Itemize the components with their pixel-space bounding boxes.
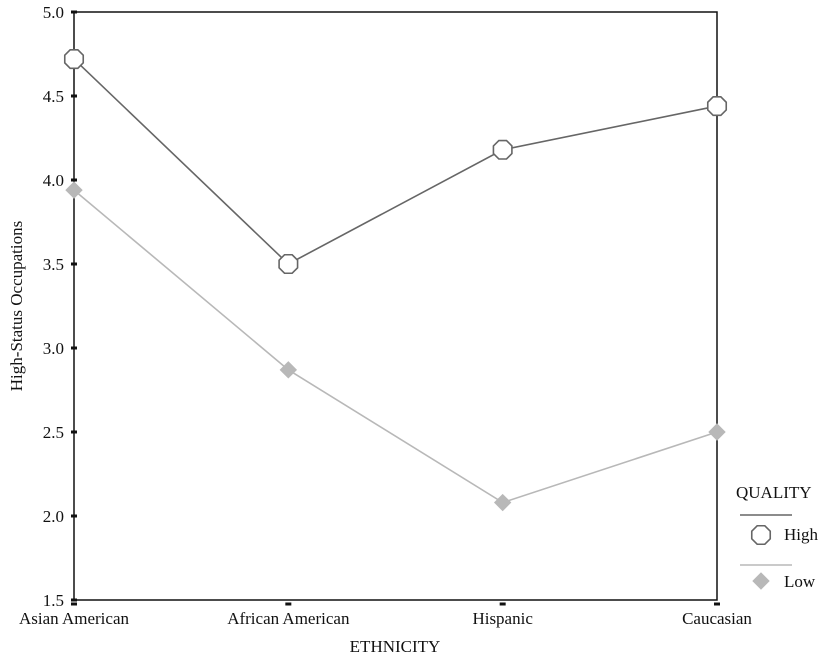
data-point-high (706, 96, 728, 117)
legend: QUALITY High Low (736, 483, 819, 591)
data-point-low (279, 361, 298, 379)
y-axis-title: High-Status Occupations (7, 221, 26, 391)
plot-frame (73, 11, 718, 601)
data-point-low (708, 423, 726, 441)
series-layer (63, 48, 728, 512)
data-point-low (493, 493, 512, 512)
legend-marker-low (752, 572, 770, 590)
legend-octagon-icon (750, 524, 772, 546)
y-tick-label: 3.5 (43, 255, 64, 274)
y-tick-label: 1.5 (43, 591, 64, 610)
legend-diamond-icon (752, 572, 770, 590)
data-point-high (63, 48, 85, 70)
x-tick-label: Caucasian (682, 609, 752, 628)
x-tick-label: Asian American (19, 609, 129, 628)
legend-label-high: High (784, 525, 819, 544)
y-tick-label: 3.0 (43, 339, 64, 358)
series-line-low (73, 189, 718, 504)
x-axis-title: ETHNICITY (350, 637, 441, 656)
y-tick-label: 2.0 (43, 507, 64, 526)
y-tick-label: 4.0 (43, 171, 64, 190)
legend-label-low: Low (784, 572, 816, 591)
data-point-high (278, 253, 299, 275)
y-tick-label: 4.5 (43, 87, 64, 106)
y-tick-label: 5.0 (43, 3, 64, 22)
data-point-low (65, 181, 83, 199)
series-line-high (73, 58, 718, 265)
x-axis-ticks: Asian American African American Hispanic Ca… (19, 602, 752, 628)
y-axis-ticks: 1.5 2.0 2.5 3.0 3.5 4.0 4.5 5.0 (43, 3, 77, 610)
data-point-high (492, 139, 513, 160)
x-tick-label: African American (227, 609, 350, 628)
legend-marker-high (750, 524, 772, 546)
x-tick-label: Hispanic (472, 609, 533, 628)
legend-title: QUALITY (736, 483, 812, 502)
y-tick-label: 2.5 (43, 423, 64, 442)
